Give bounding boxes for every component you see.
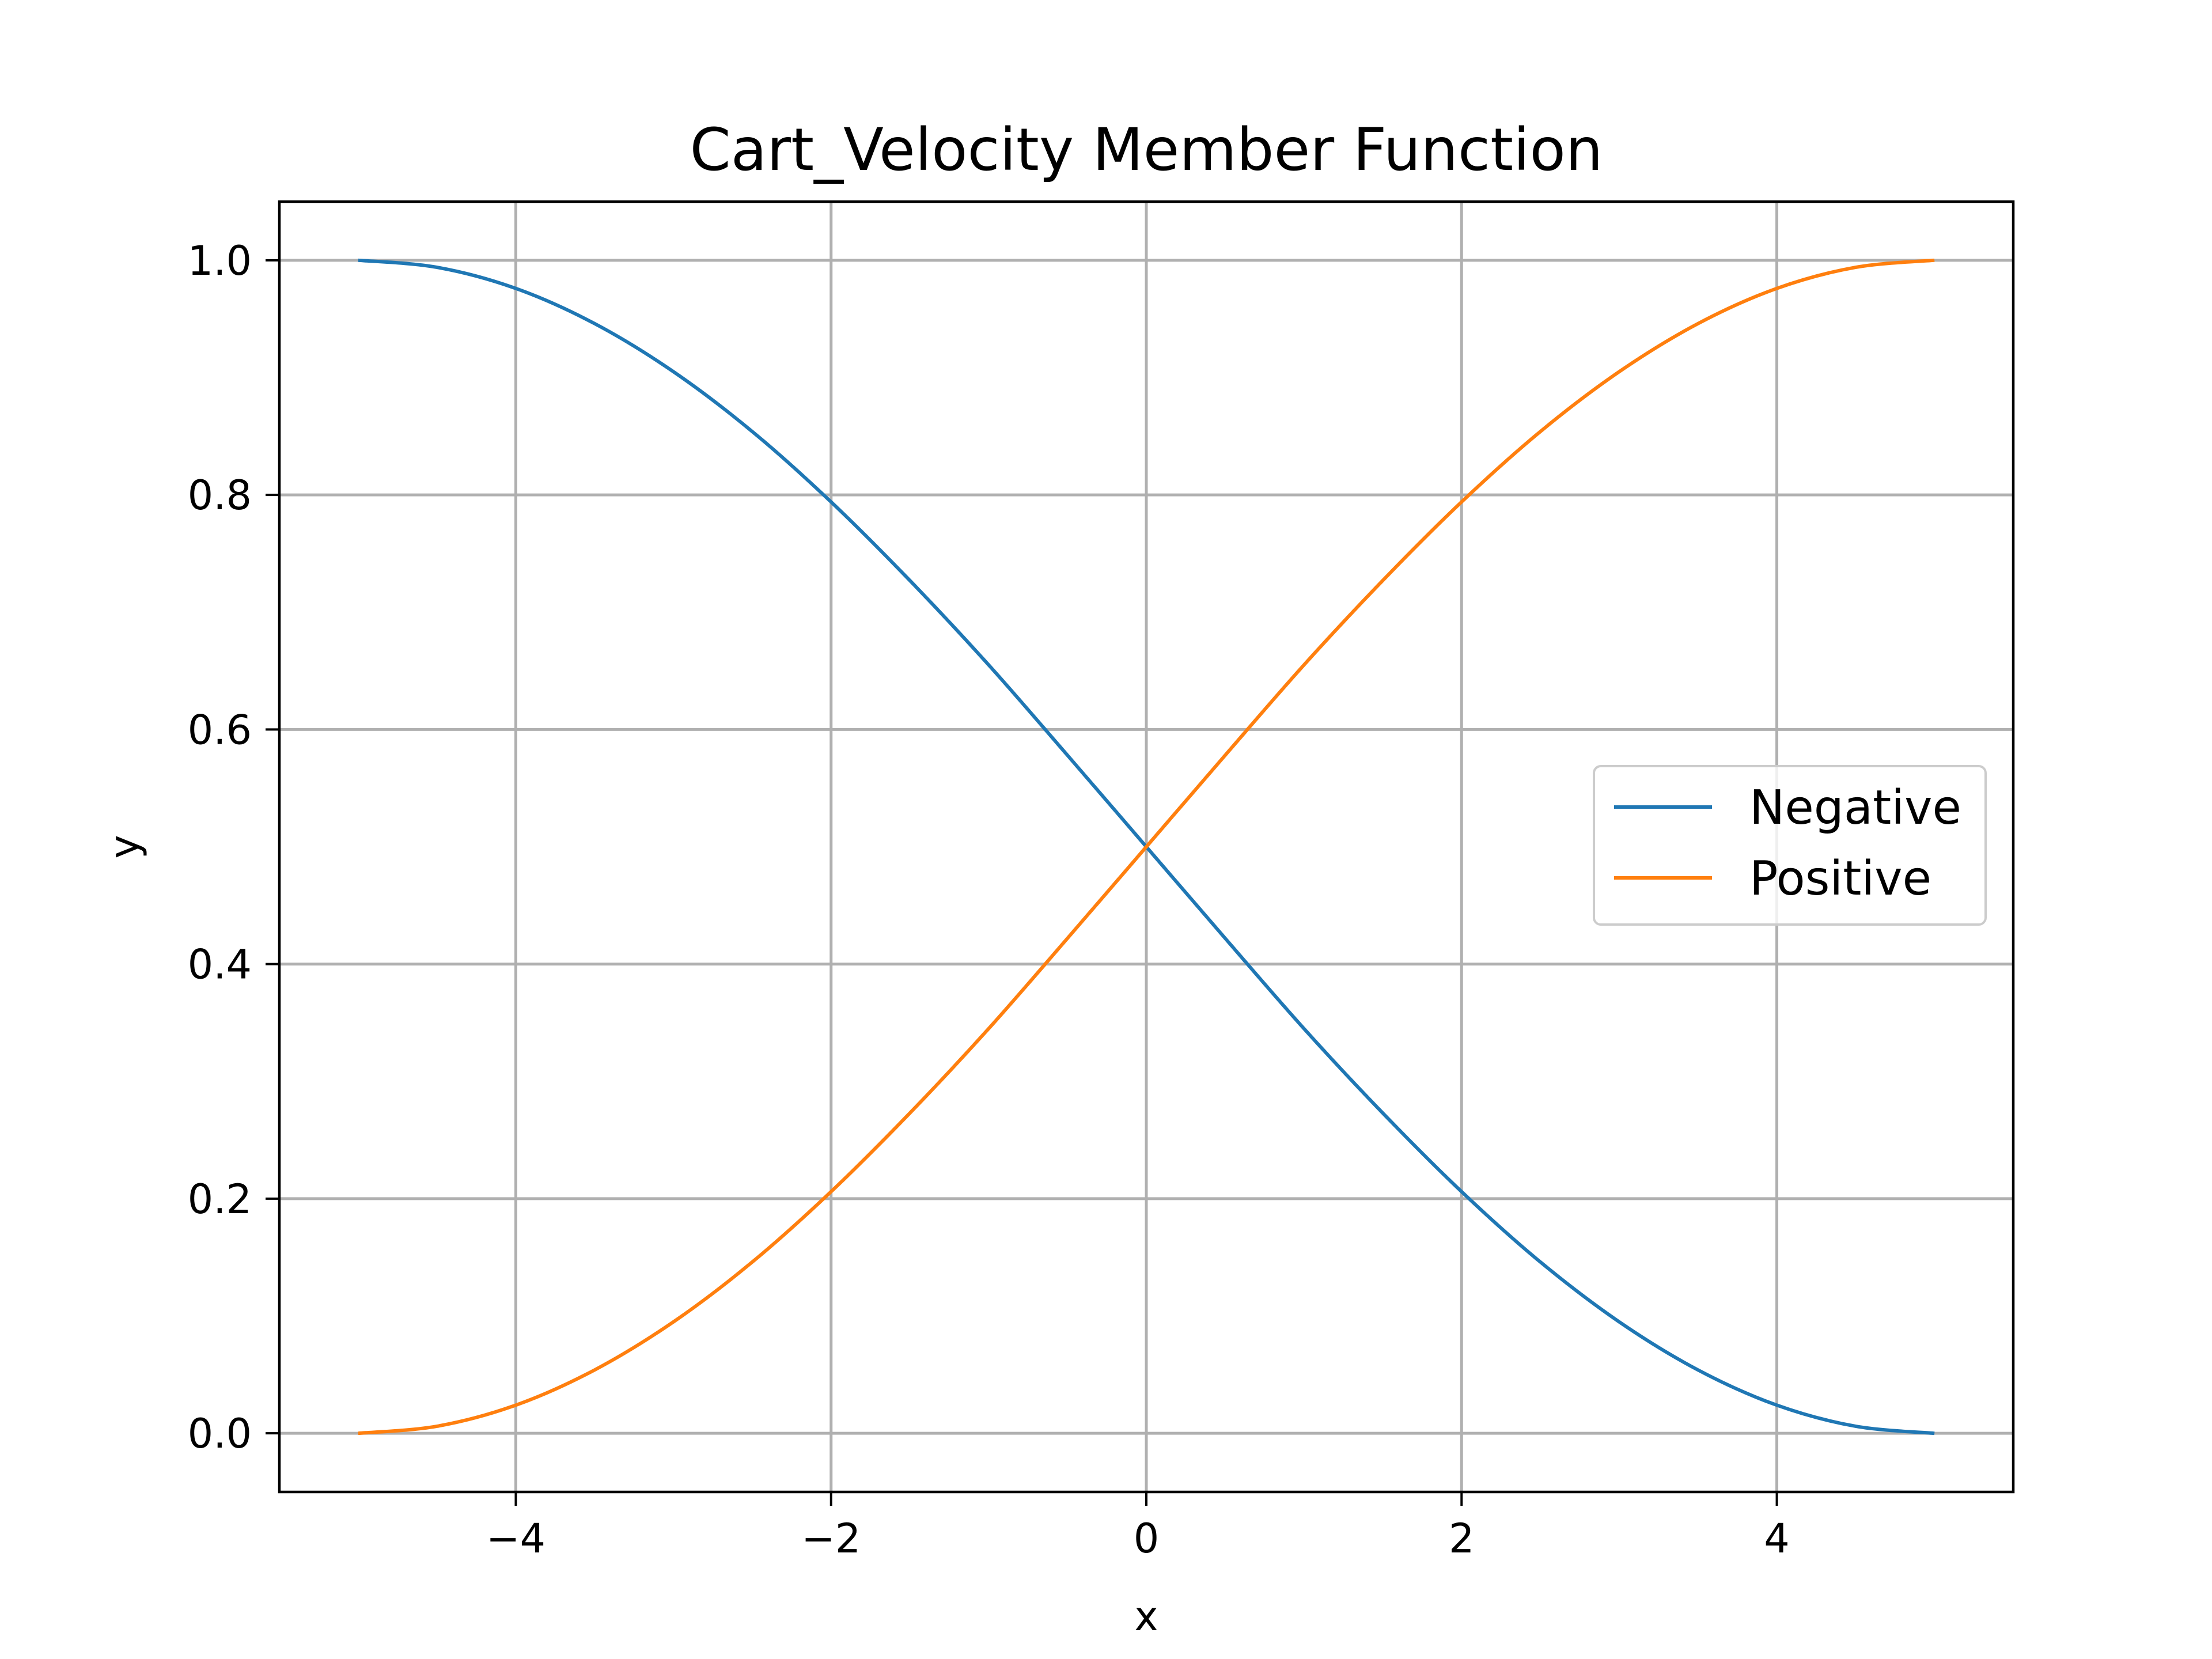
axis-ticks: −4 −2 0 2 4 0.0 0.2 0.4 0.6 0.8 1.0 <box>188 237 1790 1562</box>
x-tick-label: 4 <box>1764 1515 1790 1562</box>
y-axis-label: y <box>101 835 148 858</box>
series-lines <box>358 258 1935 1435</box>
chart-title: Cart_Velocity Member Function <box>690 116 1603 184</box>
y-tick-label: 0.8 <box>188 472 252 519</box>
series-line-positive <box>358 258 1935 1435</box>
x-tick-label: 0 <box>1134 1515 1160 1562</box>
legend: Negative Positive <box>1593 765 1987 926</box>
x-tick-label: −2 <box>801 1515 861 1562</box>
x-tick-label: 2 <box>1449 1515 1475 1562</box>
y-tick-label: 0.2 <box>188 1176 252 1223</box>
x-tick-label: −4 <box>486 1515 546 1562</box>
legend-label-negative: Negative <box>1749 781 1961 835</box>
legend-label-positive: Positive <box>1749 851 1931 906</box>
y-tick-label: 0.4 <box>188 941 252 988</box>
y-tick-label: 0.6 <box>188 706 252 753</box>
y-tick-label: 0.0 <box>188 1410 252 1457</box>
x-axis-label: x <box>1134 1593 1158 1640</box>
y-tick-label: 1.0 <box>188 237 252 285</box>
